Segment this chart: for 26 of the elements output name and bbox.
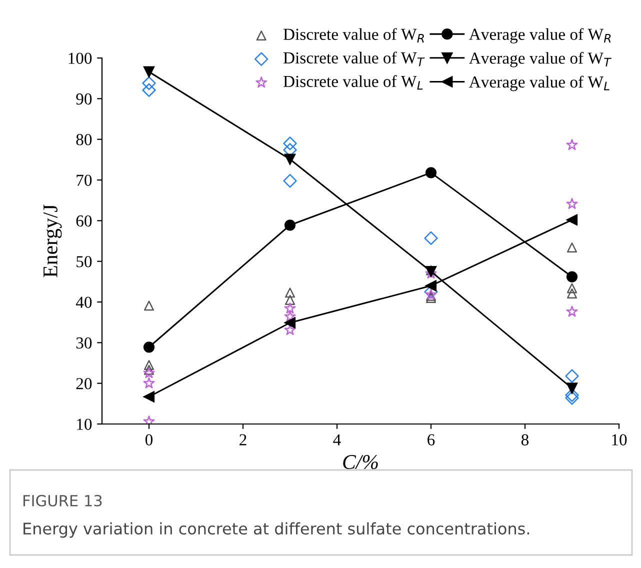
y-tick-label: 100 <box>68 52 92 64</box>
legend-label: Average value of W$_{R}$ <box>468 28 611 44</box>
caption: FIGURE 13 <box>24 494 102 506</box>
x-tick-label: 6 <box>428 434 435 446</box>
legend-label: Discrete value of W$_{L}$ <box>283 75 423 90</box>
x-tick-label: 8 <box>521 434 529 446</box>
y-tick-label: 40 <box>76 296 92 308</box>
y-tick-label: 60 <box>76 215 92 227</box>
x-tick-label: 10 <box>612 434 627 446</box>
x-tick-label: 2 <box>240 434 246 446</box>
legend-label: Discrete value of W$_{T}$ <box>283 52 425 66</box>
x-tick-label: 4 <box>333 434 341 446</box>
legend-label: Average value of W$_{L}$ <box>468 76 610 92</box>
x-axis-title: C/% <box>343 454 378 470</box>
y-tick-label: 10 <box>77 418 92 430</box>
x-tick-label: 0 <box>145 434 153 446</box>
y-tick-label: 90 <box>76 93 92 105</box>
y-tick-label: 80 <box>76 134 92 146</box>
y-axis-title: Energy/J <box>43 204 62 278</box>
y-tick-label: 50 <box>76 256 92 268</box>
y-tick-label: 20 <box>76 378 92 390</box>
y-tick-label: 70 <box>76 174 92 186</box>
legend-label: Average value of W$_{T}$ <box>468 52 612 68</box>
y-tick-label: 30 <box>76 337 92 349</box>
legend-label: Discrete value of W$_{R}$ <box>283 28 424 43</box>
text: Energy variation in concrete at different sulfate concentrations. <box>24 522 530 538</box>
